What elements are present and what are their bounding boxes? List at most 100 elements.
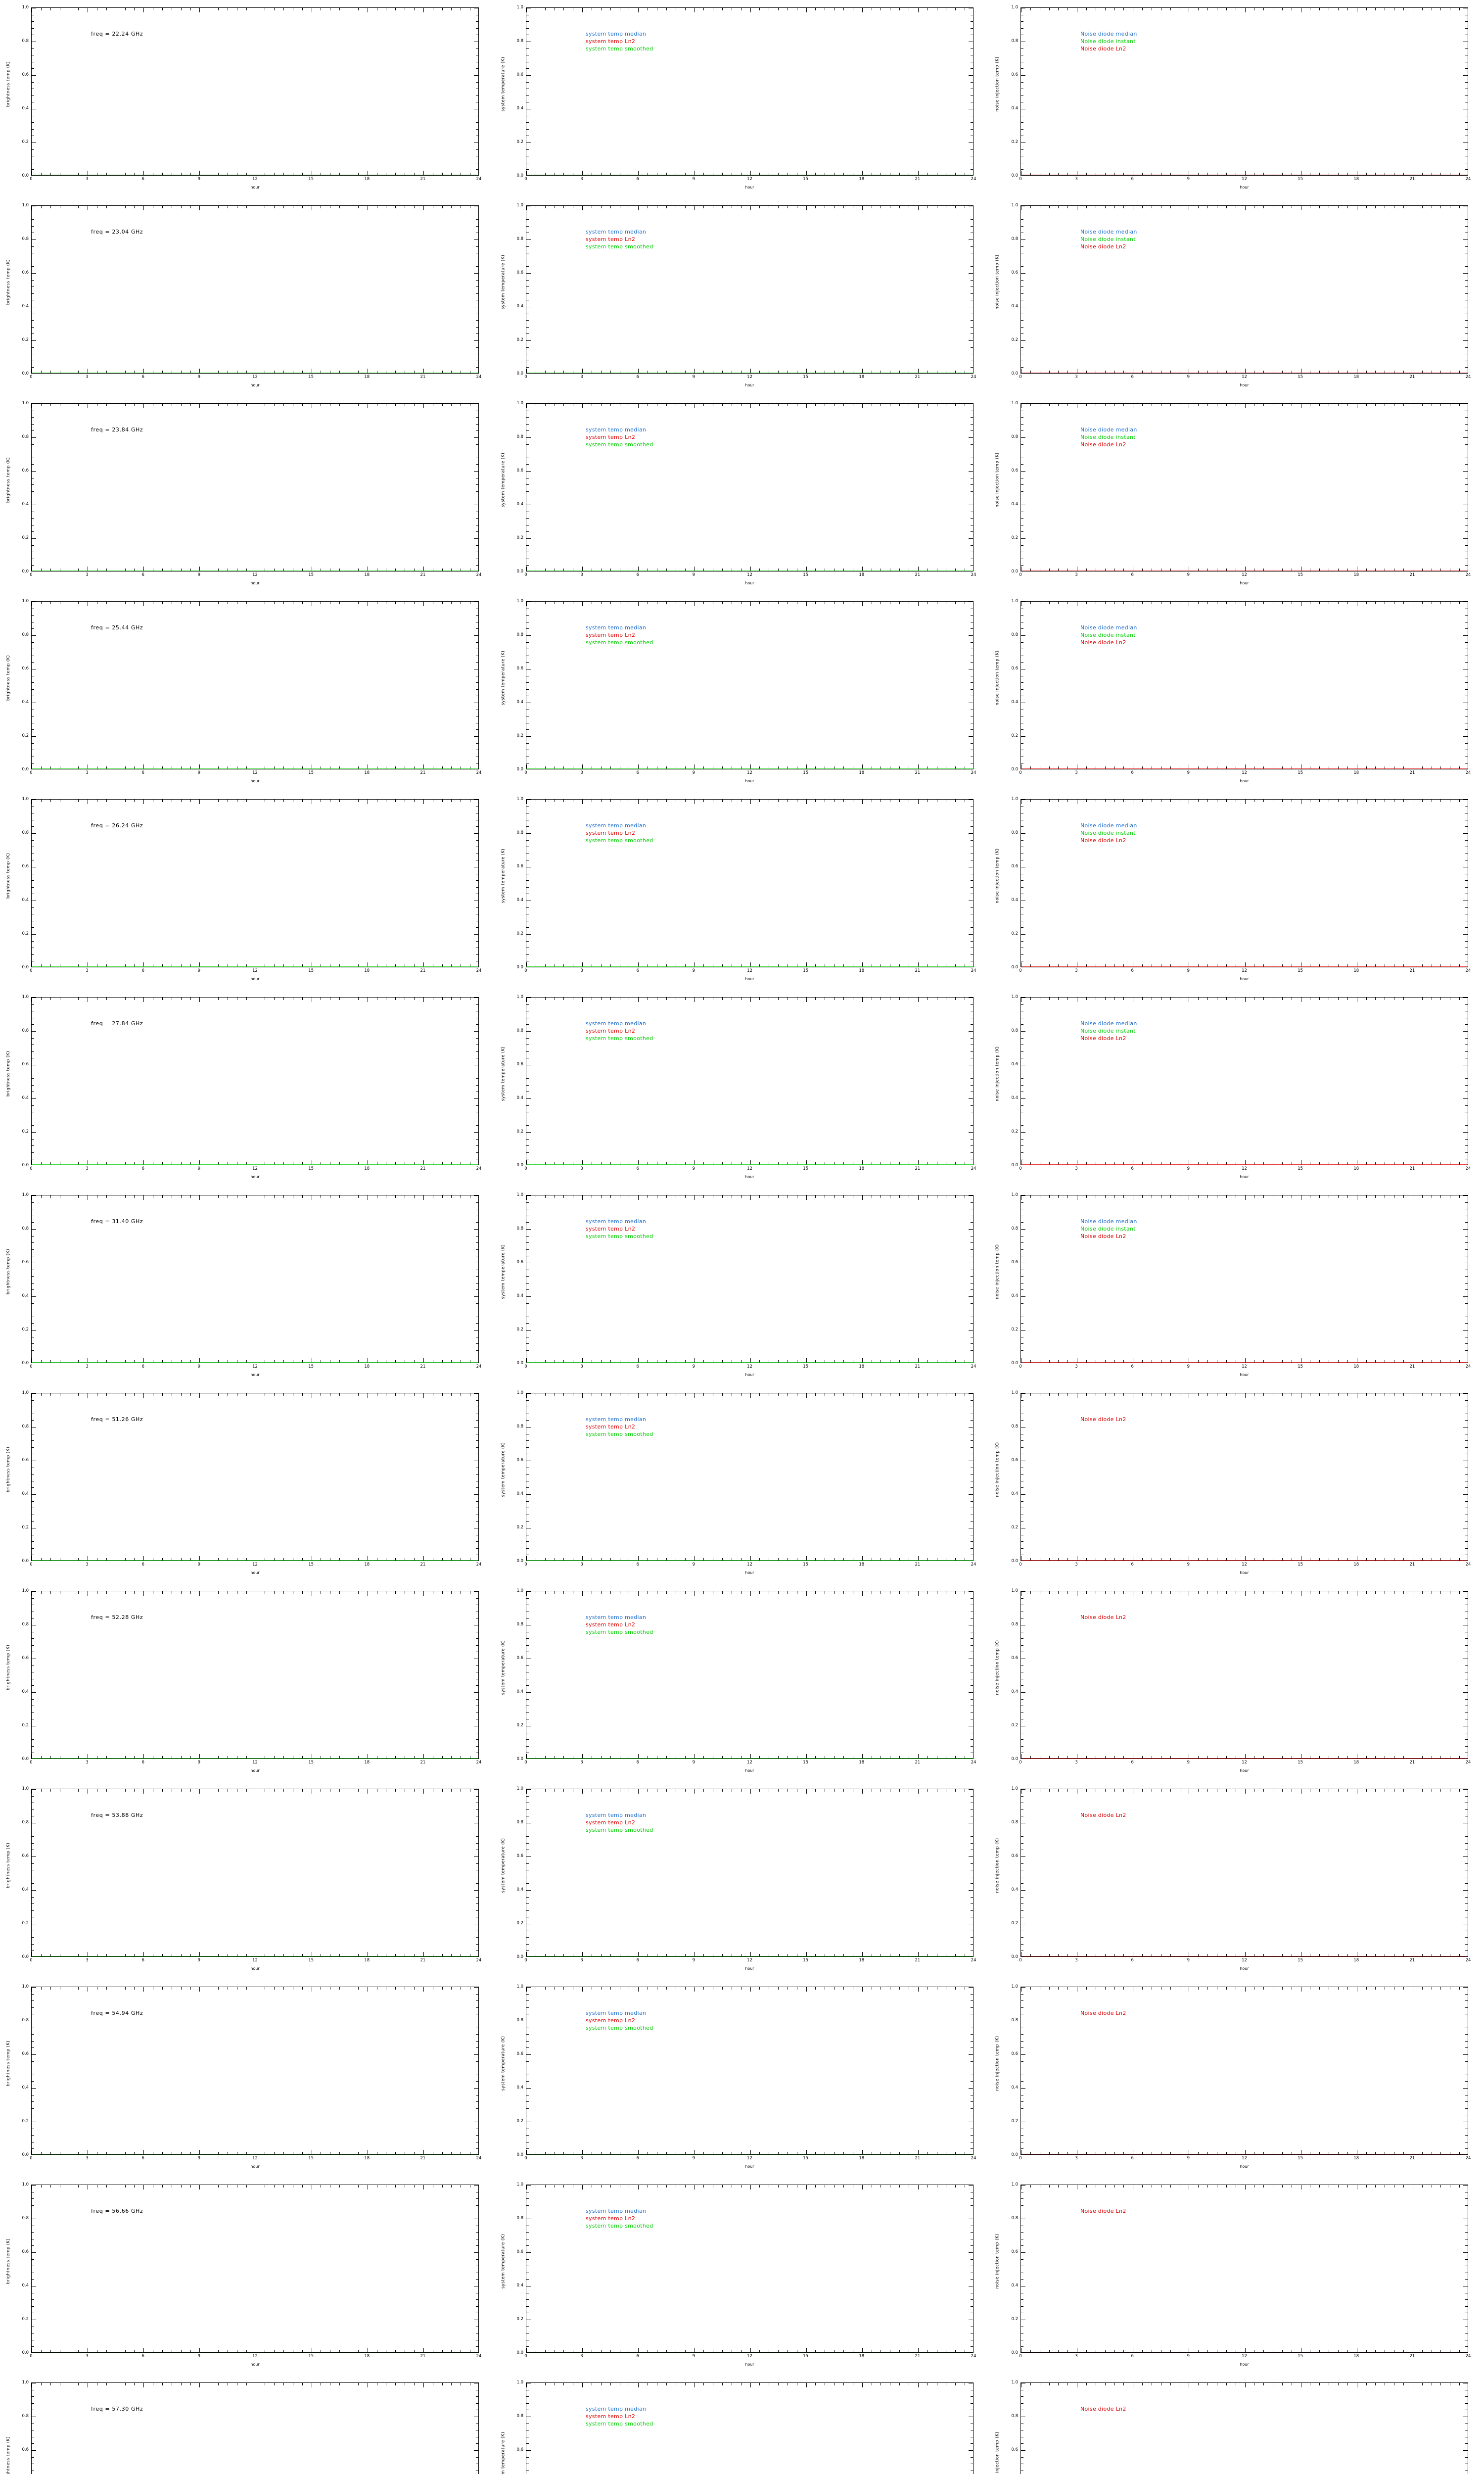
legend-item: Noise diode Ln2 <box>1080 1416 1126 1424</box>
x-axis-tick-label: 9 <box>693 1760 695 1765</box>
x-axis-tick-label: 9 <box>1187 177 1190 182</box>
x-axis-label: hour <box>1020 581 1468 585</box>
plot-legend: Noise diode Ln2 <box>1080 1416 1126 1424</box>
plot-frame: system temp median system temp Ln2 system … <box>526 2185 974 2353</box>
y-axis-tick-label: 0.6 <box>22 1062 29 1067</box>
plot-legend: Noise diode Ln2 <box>1080 1614 1126 1621</box>
y-axis-tick-label: 1.0 <box>516 1192 523 1197</box>
y-axis-tick-label: 0.0 <box>516 173 523 178</box>
y-axis-tick-label: 0.2 <box>516 535 523 540</box>
y-axis-tick-label: 0.4 <box>22 2085 29 2090</box>
legend-item: Noise diode Ln2 <box>1080 639 1137 647</box>
plot-legend: Noise diode median Noise diode instant Noi… <box>1080 31 1137 53</box>
plot-frame: Noise diode Ln2 <box>1020 1591 1468 1759</box>
x-axis-tick-label: 6 <box>637 375 639 380</box>
plot-frame: system temp median system temp Ln2 system … <box>526 1393 974 1561</box>
y-axis-tick-label: 0.8 <box>22 1424 29 1429</box>
x-axis-tick-label: 9 <box>198 1958 200 1963</box>
x-axis-tick-label: 0 <box>30 1364 32 1369</box>
x-axis-tick-label: 24 <box>476 1562 482 1567</box>
y-axis-tick-labels: 0.0 0.2 0.4 0.6 0.8 1.0 <box>495 1390 524 1564</box>
y-axis-label: noise injection temp (K) <box>993 0 1002 168</box>
y-axis-tick-labels: 0.0 0.2 0.4 0.6 0.8 1.0 <box>0 203 30 376</box>
x-axis-tick-label: 18 <box>859 1364 864 1369</box>
panel-noise-diode-row-8: 0.0 0.2 0.4 0.6 0.8 1.0 noise injection temp … <box>989 1583 1484 1781</box>
x-axis-tick-label: 3 <box>1075 770 1077 775</box>
plot-frame: freq = 52.28 GHz <box>31 1591 479 1759</box>
y-axis-tick-label: 0.8 <box>22 39 29 44</box>
legend-item: system temp smoothed <box>586 1827 653 1834</box>
panel-noise-diode-row-12: 0.00.20.40.60.81.0 noise injection temp … <box>989 2375 1484 2474</box>
y-axis-tick-label: 1.0 <box>1011 2182 1018 2187</box>
y-axis-tick-label: 0.8 <box>1011 1226 1018 1231</box>
x-axis-tick-label: 0 <box>524 1364 527 1369</box>
plot-frame: Noise diode median Noise diode instant Noi… <box>1020 403 1468 571</box>
x-axis-tick-labels: 0 3 6 9 12 15 18 21 24 <box>1019 2354 1471 2361</box>
y-axis-tick-label: 0.4 <box>22 304 29 309</box>
y-axis-label: system temperature (K) <box>499 1385 508 1554</box>
y-axis-label: brightness temp (K) <box>4 1781 13 1950</box>
figure-row: 0.0 0.2 0.4 0.6 0.8 1.0 brightness temp (K) f… <box>0 792 1484 990</box>
x-axis-label: hour <box>31 383 479 387</box>
x-axis-tick-label: 3 <box>1075 1958 1077 1963</box>
x-axis-tick-label: 18 <box>1353 1364 1359 1369</box>
y-axis-tick-label: 0.0 <box>1011 2152 1018 2157</box>
y-axis-tick-label: 0.2 <box>516 1129 523 1134</box>
y-axis-label: noise injection temp (K) <box>993 1188 1002 1356</box>
x-axis-tick-label: 18 <box>1353 375 1359 380</box>
plot-frame: freq = 57.30 GHz <box>31 2382 479 2474</box>
y-axis-tick-labels: 0.0 0.2 0.4 0.6 0.8 1.0 <box>989 5 1019 178</box>
legend-item: Noise diode instant <box>1080 830 1137 837</box>
plot-frame: Noise diode Ln2 <box>1020 2382 1468 2474</box>
legend-item: system temp Ln2 <box>586 434 653 441</box>
x-axis-tick-label: 6 <box>1131 1166 1134 1171</box>
panel-brightness-temp-row-4: 0.0 0.2 0.4 0.6 0.8 1.0 brightness temp (K) f… <box>0 792 495 990</box>
y-axis-tick-label: 0.6 <box>1011 2051 1018 2056</box>
x-axis-tick-label: 21 <box>420 1166 425 1171</box>
x-axis-tick-label: 12 <box>747 1364 752 1369</box>
plot-frame: Noise diode Ln2 <box>1020 2185 1468 2353</box>
legend-item: system temp smoothed <box>586 1233 653 1240</box>
freq-annotation: freq = 23.84 GHz <box>91 427 143 433</box>
x-axis-tick-label: 18 <box>1353 177 1359 182</box>
x-axis-tick-label: 3 <box>1075 968 1077 973</box>
x-axis-tick-label: 24 <box>1466 1958 1471 1963</box>
x-axis-tick-labels: 0 3 6 9 12 15 18 21 24 <box>1019 572 1471 579</box>
y-axis-tick-label: 1.0 <box>22 1588 29 1593</box>
legend-item: system temp smoothed <box>586 1035 653 1043</box>
x-axis-tick-label: 12 <box>747 572 752 577</box>
x-axis-tick-label: 6 <box>637 1166 639 1171</box>
x-axis-tick-label: 24 <box>971 2354 976 2359</box>
x-axis-tick-labels: 0 3 6 9 12 15 18 21 24 <box>1019 177 1471 184</box>
x-axis-tick-label: 9 <box>198 2156 200 2161</box>
y-axis-tick-label: 1.0 <box>1011 5 1018 10</box>
x-axis-tick-label: 18 <box>364 968 370 973</box>
y-axis-label: system temperature (K) <box>499 1781 508 1950</box>
x-axis-tick-labels: 0 3 6 9 12 15 18 21 24 <box>524 2354 976 2361</box>
x-axis-tick-label: 15 <box>1298 2156 1303 2161</box>
legend-item: system temp median <box>586 31 653 38</box>
x-axis-tick-label: 24 <box>971 1364 976 1369</box>
y-axis-tick-label: 0.0 <box>22 569 29 574</box>
freq-annotation: freq = 23.04 GHz <box>91 229 143 235</box>
legend-item: system temp median <box>586 2208 653 2215</box>
legend-item: Noise diode instant <box>1080 1226 1137 1233</box>
x-axis-tick-label: 21 <box>915 2354 920 2359</box>
plot-frame: system temp median system temp Ln2 system … <box>526 403 974 571</box>
y-axis-label: noise injection temp (K) <box>993 1583 1002 1752</box>
panel-noise-diode-row-7: 0.0 0.2 0.4 0.6 0.8 1.0 noise injection temp … <box>989 1385 1484 1583</box>
plot-legend: system temp median system temp Ln2 system … <box>586 1812 653 1834</box>
x-axis-tick-label: 24 <box>476 770 482 775</box>
x-axis-label: hour <box>526 779 974 783</box>
y-axis-tick-label: 0.8 <box>516 1820 523 1825</box>
y-axis-tick-label: 0.2 <box>22 1723 29 1728</box>
y-axis-tick-label: 0.8 <box>22 1226 29 1231</box>
panel-system-temp-row-9: 0.0 0.2 0.4 0.6 0.8 1.0 system temperature (K… <box>495 1781 989 1979</box>
y-axis-tick-labels: 0.0 0.2 0.4 0.6 0.8 1.0 <box>0 2182 30 2355</box>
y-axis-tick-label: 0.6 <box>1011 666 1018 671</box>
y-axis-tick-label: 0.8 <box>516 1424 523 1429</box>
legend-item: Noise diode median <box>1080 427 1137 434</box>
y-axis-tick-label: 0.4 <box>22 1689 29 1694</box>
x-axis-tick-label: 12 <box>747 2354 752 2359</box>
y-axis-label: brightness temp (K) <box>4 396 13 564</box>
